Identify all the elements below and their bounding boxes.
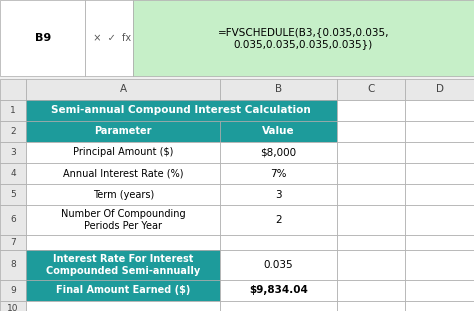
Text: 8: 8 bbox=[10, 260, 16, 269]
Bar bbox=[26, 163, 220, 184]
Bar bbox=[405, 184, 474, 205]
Bar bbox=[405, 235, 474, 250]
Text: 7: 7 bbox=[10, 238, 16, 247]
Bar bbox=[337, 142, 405, 163]
Bar bbox=[0, 79, 26, 100]
Bar bbox=[0, 235, 26, 250]
Bar bbox=[26, 184, 220, 205]
Bar bbox=[26, 280, 220, 301]
Text: $9,834.04: $9,834.04 bbox=[249, 285, 308, 295]
Bar bbox=[220, 79, 337, 100]
Bar bbox=[0, 250, 26, 280]
Bar bbox=[337, 301, 405, 311]
Text: D: D bbox=[436, 84, 444, 94]
Bar bbox=[0, 121, 26, 142]
Text: B: B bbox=[275, 84, 282, 94]
Bar bbox=[0, 205, 26, 235]
Bar bbox=[0, 280, 26, 301]
Text: $8,000: $8,000 bbox=[260, 147, 297, 157]
Text: Parameter: Parameter bbox=[94, 126, 152, 137]
Bar bbox=[405, 250, 474, 280]
Text: 2: 2 bbox=[10, 127, 16, 136]
Bar bbox=[220, 301, 337, 311]
Text: B9: B9 bbox=[35, 33, 51, 43]
Bar bbox=[337, 163, 405, 184]
Bar bbox=[26, 205, 220, 235]
Bar bbox=[337, 121, 405, 142]
Bar bbox=[405, 205, 474, 235]
Text: 3: 3 bbox=[10, 148, 16, 157]
Bar bbox=[0, 184, 26, 205]
Bar bbox=[337, 79, 405, 100]
Bar bbox=[405, 301, 474, 311]
Text: C: C bbox=[367, 84, 374, 94]
Text: 0.035: 0.035 bbox=[264, 260, 293, 270]
Bar bbox=[220, 235, 337, 250]
Bar bbox=[220, 205, 337, 235]
Bar bbox=[405, 163, 474, 184]
Text: Term (years): Term (years) bbox=[92, 190, 154, 200]
Text: Annual Interest Rate (%): Annual Interest Rate (%) bbox=[63, 169, 183, 179]
Text: =FVSCHEDULE(B3,{0.035,0.035,
0.035,0.035,0.035,0.035}): =FVSCHEDULE(B3,{0.035,0.035, 0.035,0.035… bbox=[218, 27, 389, 49]
Bar bbox=[337, 250, 405, 280]
Bar bbox=[337, 235, 405, 250]
Bar bbox=[26, 235, 220, 250]
Bar bbox=[26, 250, 220, 280]
Text: 9: 9 bbox=[10, 286, 16, 295]
Text: 6: 6 bbox=[10, 216, 16, 225]
Bar bbox=[0, 79, 474, 100]
Text: Semi-annual Compound Interest Calculation: Semi-annual Compound Interest Calculatio… bbox=[52, 105, 311, 115]
Text: 3: 3 bbox=[275, 190, 282, 200]
Bar bbox=[0, 100, 26, 121]
Bar bbox=[26, 100, 337, 121]
FancyBboxPatch shape bbox=[0, 0, 85, 76]
Bar bbox=[26, 301, 220, 311]
Bar bbox=[337, 184, 405, 205]
Bar bbox=[405, 142, 474, 163]
Bar bbox=[220, 121, 337, 142]
Bar bbox=[337, 280, 405, 301]
Text: Number Of Compounding
Periods Per Year: Number Of Compounding Periods Per Year bbox=[61, 209, 185, 231]
Bar bbox=[405, 100, 474, 121]
Text: Principal Amount ($): Principal Amount ($) bbox=[73, 147, 173, 157]
Bar bbox=[0, 301, 26, 311]
Bar bbox=[337, 205, 405, 235]
Text: 10: 10 bbox=[7, 304, 19, 311]
Text: ×  ✓  fx: × ✓ fx bbox=[87, 33, 131, 43]
Bar bbox=[0, 142, 26, 163]
Bar bbox=[26, 79, 220, 100]
Text: Interest Rate For Interest
Compounded Semi-annually: Interest Rate For Interest Compounded Se… bbox=[46, 254, 201, 276]
Bar bbox=[26, 142, 220, 163]
FancyBboxPatch shape bbox=[85, 0, 133, 76]
Bar bbox=[220, 142, 337, 163]
Text: 2: 2 bbox=[275, 215, 282, 225]
Text: Final Amount Earned ($): Final Amount Earned ($) bbox=[56, 285, 191, 295]
Bar bbox=[405, 79, 474, 100]
Bar bbox=[220, 280, 337, 301]
Bar bbox=[337, 100, 405, 121]
Text: 5: 5 bbox=[10, 190, 16, 199]
Bar bbox=[26, 121, 220, 142]
Text: Value: Value bbox=[262, 126, 295, 137]
Bar bbox=[220, 250, 337, 280]
Text: 7%: 7% bbox=[270, 169, 287, 179]
Bar bbox=[220, 184, 337, 205]
Bar bbox=[405, 280, 474, 301]
Bar bbox=[0, 163, 26, 184]
Text: A: A bbox=[119, 84, 127, 94]
Bar bbox=[405, 121, 474, 142]
Text: 1: 1 bbox=[10, 106, 16, 115]
FancyBboxPatch shape bbox=[133, 0, 474, 76]
Text: 4: 4 bbox=[10, 169, 16, 178]
Bar bbox=[220, 163, 337, 184]
